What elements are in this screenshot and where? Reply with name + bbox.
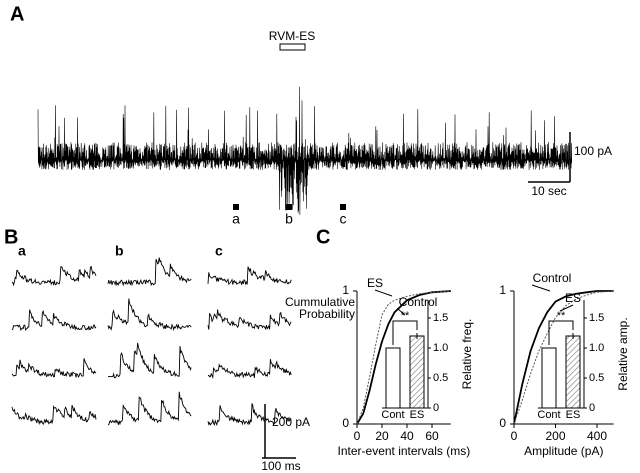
significance: ** (557, 310, 566, 322)
sample-trace (11, 358, 97, 379)
y-tick-label: 1.0 (433, 342, 448, 354)
sample-trace (107, 257, 192, 287)
significance-bracket (548, 320, 574, 345)
marker-label: c (340, 211, 347, 227)
y-tick-label: 0 (433, 402, 439, 414)
stim-label: RVM-ES (269, 29, 315, 43)
significance-bracket (392, 320, 418, 345)
bar (385, 347, 401, 409)
x-tick-label: Cont (381, 409, 404, 421)
legend-label: ES (367, 276, 383, 290)
panel-label: B (4, 226, 18, 248)
panel-label: A (10, 3, 24, 25)
annotation-arrow (374, 289, 393, 297)
annotation-arrow (397, 308, 406, 316)
legend-label: Control (533, 271, 572, 285)
sample-trace (11, 404, 97, 426)
sample-trace (207, 359, 292, 379)
y-tick-label: 1 (342, 283, 349, 297)
sample-trace (11, 309, 97, 331)
x-tick-label: 400 (587, 429, 607, 443)
sample-trace (107, 298, 192, 332)
column-label: a (18, 243, 26, 259)
y-tick-label: 0.5 (433, 372, 448, 384)
cumulative-line (356, 290, 451, 425)
cumulative-line (513, 290, 614, 425)
sample-trace (108, 391, 192, 426)
legend-label: ES (565, 291, 581, 305)
annotation-arrow (559, 304, 574, 312)
y-tick-label: 1 (499, 283, 506, 297)
column-label: c (215, 243, 223, 259)
x-tick-label: 200 (545, 429, 565, 443)
marker-label: b (285, 211, 293, 227)
cumulative-line (356, 290, 451, 425)
scale-label: 100 pA (574, 144, 612, 158)
scale-label: 100 ms (261, 459, 300, 473)
y-tick-label: 0 (342, 416, 349, 430)
annotation-arrow (531, 284, 551, 292)
y-axis-label: Relative amp. (616, 317, 630, 390)
sample-trace (207, 403, 292, 427)
bar (565, 335, 581, 409)
y-tick-label: 0.5 (589, 372, 604, 384)
x-tick-label: Cont (537, 409, 560, 421)
x-tick-label: ES (410, 409, 425, 421)
y-tick-label: 1.5 (433, 312, 448, 324)
x-tick-label: ES (566, 409, 581, 421)
significance: ** (401, 310, 410, 322)
panel-label: C (316, 226, 330, 248)
y-tick-label: 1.5 (589, 312, 604, 324)
sample-trace (11, 265, 97, 287)
x-tick-label: 0 (511, 429, 518, 443)
marker-label: a (232, 211, 240, 227)
y-tick-label: 1.0 (589, 342, 604, 354)
x-tick-label: 40 (400, 429, 414, 443)
current-trace (37, 86, 572, 216)
y-axis-label: Cummulative (285, 295, 355, 309)
cumulative-line (513, 290, 614, 425)
y-tick-label: 0 (499, 416, 506, 430)
scale-label: 10 sec (531, 184, 566, 198)
scale-label: 200 pA (272, 415, 310, 429)
x-tick-label: 0 (354, 429, 361, 443)
bar (541, 347, 557, 409)
x-tick-label: 60 (425, 429, 439, 443)
sample-trace (207, 309, 292, 330)
x-axis-label: Amplitude (pA) (524, 444, 603, 458)
y-tick-label: 0 (589, 402, 595, 414)
column-label: b (115, 243, 124, 259)
time-marker (286, 204, 292, 210)
x-tick-label: 20 (375, 429, 389, 443)
time-marker (233, 204, 239, 210)
y-axis-label: Probability (299, 307, 355, 321)
stim-box (279, 43, 306, 51)
legend-label: Control (399, 295, 438, 309)
bar (409, 335, 425, 409)
sample-trace (207, 266, 292, 286)
time-marker (340, 204, 346, 210)
x-axis-label: Inter-event intervals (ms) (338, 444, 471, 458)
y-axis-label: Relative freq. (460, 319, 474, 390)
sample-trace (107, 342, 192, 379)
